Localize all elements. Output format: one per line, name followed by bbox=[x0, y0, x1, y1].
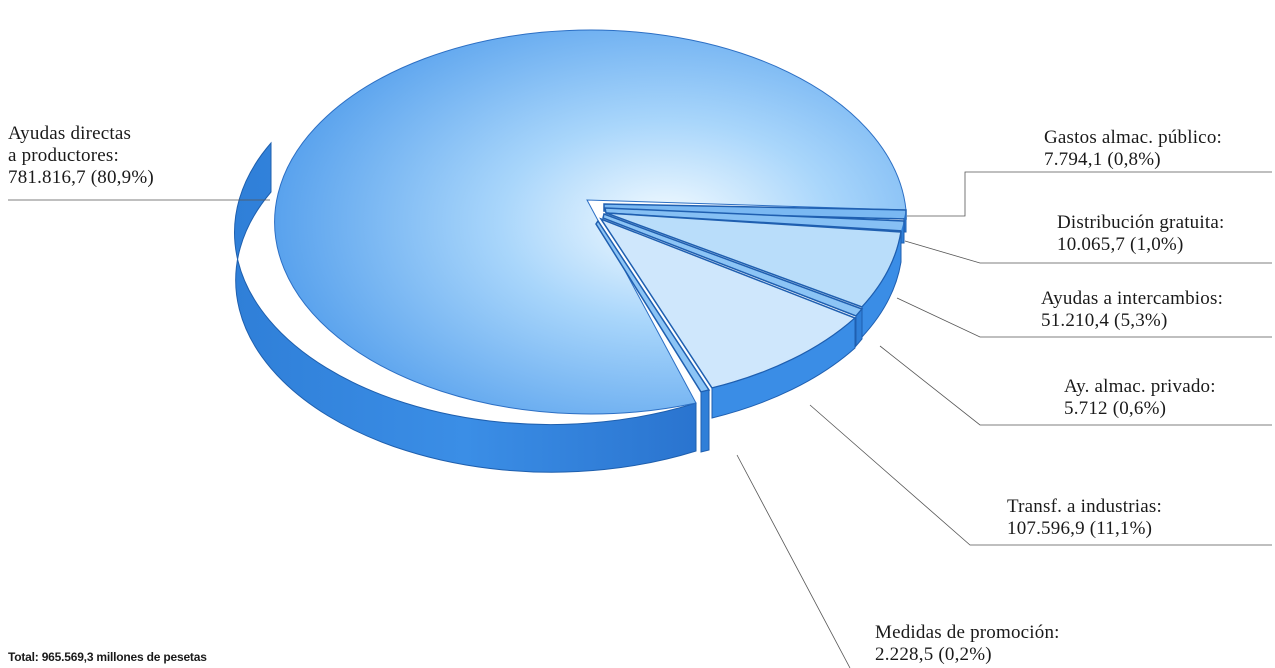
label-line: Medidas de promoción: bbox=[875, 622, 1060, 643]
label-line: 107.596,9 (11,1%) bbox=[1007, 518, 1153, 539]
label-line: Distribución gratuita: bbox=[1057, 212, 1225, 233]
leader-intercambios bbox=[896, 297, 1272, 338]
pie-slice-promocion bbox=[595, 219, 711, 453]
label-almac-privado: Ay. almac. privado: 5.712 (0,6%) bbox=[1064, 376, 1216, 420]
label-line: 51.210,4 (5,3%) bbox=[1041, 310, 1168, 331]
label-distribucion: Distribución gratuita: 10.065,7 (1,0%) bbox=[1041, 212, 1224, 256]
label-line: a productores: bbox=[8, 145, 119, 166]
label-ayudas-directas: Ayudas directas a productores: 781.816,7… bbox=[8, 123, 154, 189]
label-intercambios: Ayudas a intercambios: 51.210,4 (5,3%) bbox=[1041, 288, 1223, 332]
label-line: 7.794,1 (0,8%) bbox=[1044, 149, 1161, 170]
label-gastos-almac: Gastos almac. público: 7.794,1 (0,8%) bbox=[1044, 127, 1222, 171]
label-line: 10.065,7 (1,0%) bbox=[1057, 234, 1184, 255]
total-note: Total: 965.569,3 millones de pesetas bbox=[8, 650, 207, 664]
leader-industrias bbox=[809, 404, 1272, 546]
leader-gastos-almac bbox=[907, 171, 1272, 217]
label-line: 2.228,5 (0,2%) bbox=[875, 644, 992, 665]
label-line: 781.816,7 (80,9%) bbox=[8, 167, 154, 188]
label-industrias: Transf. a industrias: 107.596,9 (11,1%) bbox=[1007, 496, 1162, 540]
label-promocion: Medidas de promoción: 2.228,5 (0,2%) bbox=[875, 622, 1060, 666]
label-line: Ay. almac. privado: bbox=[1064, 376, 1216, 397]
pie-slice-industrias bbox=[599, 217, 857, 419]
label-line: Ayudas directas bbox=[8, 123, 132, 144]
pie-slice-almac-privado bbox=[602, 213, 864, 348]
label-line: Gastos almac. público: bbox=[1044, 127, 1222, 148]
label-line: Transf. a industrias: bbox=[1007, 496, 1162, 517]
label-line: 5.712 (0,6%) bbox=[1064, 398, 1167, 419]
leader-almac-privado bbox=[879, 345, 1272, 426]
pie-slice-distribucion bbox=[604, 207, 905, 244]
pie-slice-intercambios bbox=[605, 212, 902, 339]
leader-promocion bbox=[736, 454, 851, 668]
leader-distribucion bbox=[904, 240, 1272, 264]
pie-slice-ayudas-directas bbox=[234, 29, 907, 473]
label-line: Ayudas a intercambios: bbox=[1041, 288, 1224, 309]
